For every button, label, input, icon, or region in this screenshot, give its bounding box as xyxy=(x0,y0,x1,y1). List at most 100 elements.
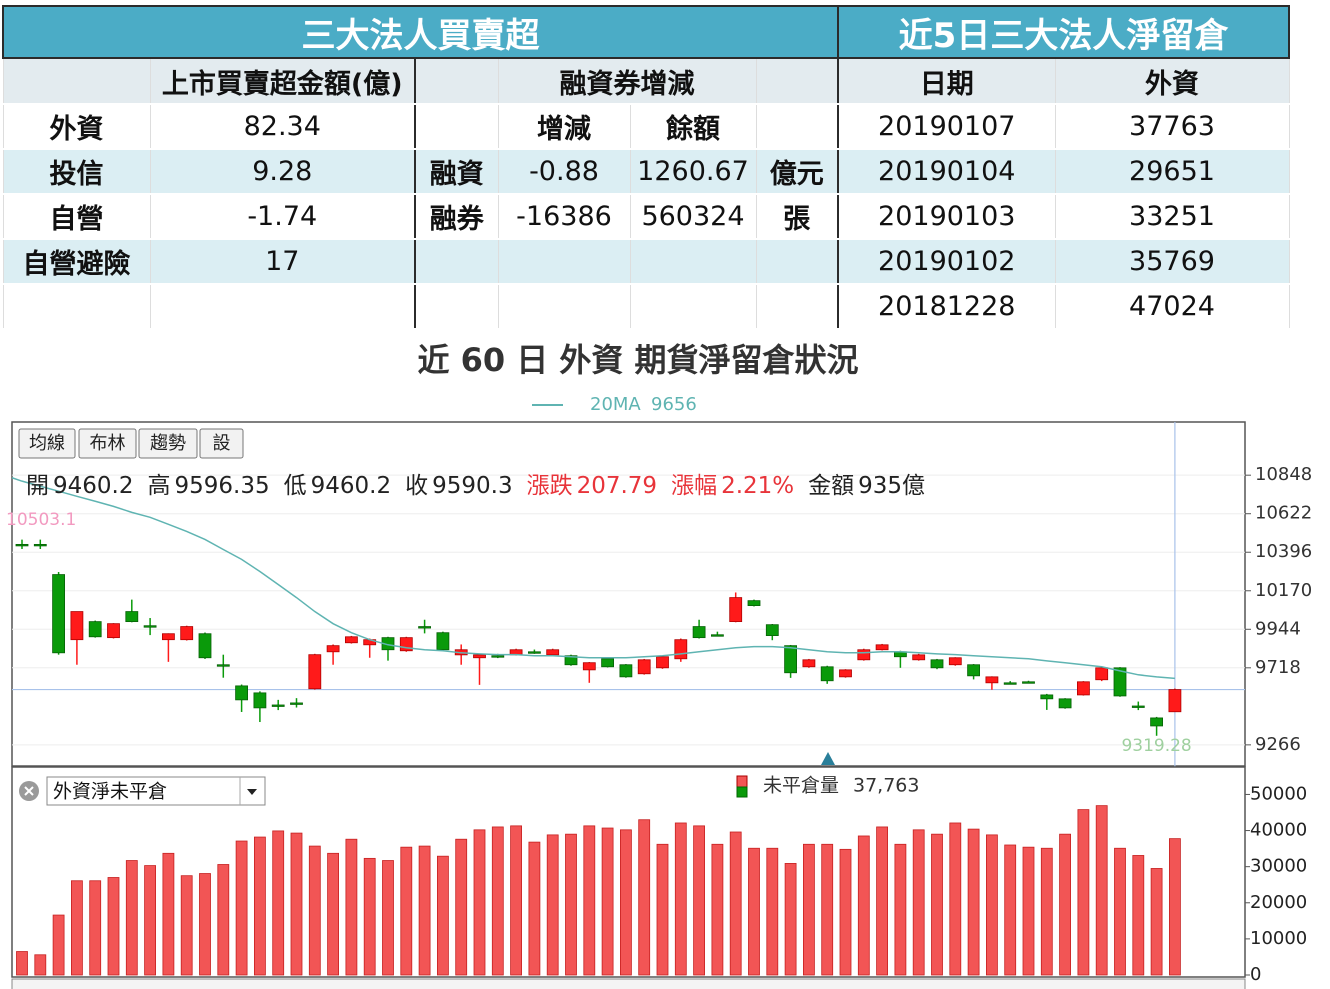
candle-body xyxy=(326,645,340,653)
candle-body xyxy=(216,664,230,667)
y-tick-label: 20000 xyxy=(1250,892,1307,913)
bar xyxy=(986,834,998,976)
unit: 張 xyxy=(755,193,839,240)
bar xyxy=(418,845,431,976)
bar xyxy=(1077,809,1090,976)
bar xyxy=(1132,855,1145,976)
y-tick-label: 10170 xyxy=(1255,580,1312,601)
info-label: 金額 xyxy=(808,473,855,499)
bar xyxy=(784,863,797,976)
candle-body xyxy=(765,624,779,636)
bar xyxy=(839,848,852,976)
bar xyxy=(674,822,687,976)
table-title: 三大法人買賣超 xyxy=(2,5,839,59)
candle-body xyxy=(601,658,614,668)
candle-body xyxy=(271,704,285,707)
ma-line xyxy=(11,477,1175,680)
cell: 20190107 xyxy=(837,103,1056,150)
cell: 82.34 xyxy=(149,103,416,150)
bar xyxy=(144,865,157,976)
bar xyxy=(473,829,486,976)
candle-body xyxy=(33,543,47,547)
tool-button[interactable] xyxy=(199,428,244,459)
candle-body xyxy=(729,597,743,623)
column-header: 融資券增減 xyxy=(497,57,757,105)
candle-body xyxy=(473,654,486,659)
row-label: 融券 xyxy=(414,193,499,240)
bar xyxy=(71,880,83,976)
tool-button[interactable] xyxy=(78,428,137,459)
candle-body xyxy=(418,626,432,629)
info-label: 開 xyxy=(26,473,49,499)
info-value: 9596.35 xyxy=(174,473,270,499)
candle-body xyxy=(747,600,761,606)
candle-body xyxy=(564,655,578,666)
y-tick-label: 50000 xyxy=(1250,783,1307,804)
cell: -1.74 xyxy=(149,193,416,240)
bar xyxy=(766,847,779,976)
bar xyxy=(363,857,376,976)
cell: 47024 xyxy=(1054,283,1290,330)
bar xyxy=(546,834,559,976)
bar xyxy=(180,875,193,976)
bar xyxy=(656,843,669,976)
cell: 37763 xyxy=(1054,103,1290,150)
tool-button[interactable] xyxy=(138,428,198,459)
selector-arrow xyxy=(247,789,257,795)
cell: 20190104 xyxy=(837,148,1056,195)
y-tick-label: 10396 xyxy=(1255,541,1312,562)
bar xyxy=(748,847,760,976)
y-tick-label: 40000 xyxy=(1250,820,1307,841)
candle-body xyxy=(839,669,852,678)
tool-button-label: 設 xyxy=(213,433,231,454)
cell: 1260.67 xyxy=(629,148,757,195)
bar xyxy=(272,830,285,976)
bar xyxy=(1004,844,1017,976)
bar xyxy=(876,826,888,976)
row-label: 融資 xyxy=(414,148,499,195)
bar xyxy=(528,841,541,976)
legend-icon-bottom xyxy=(736,786,748,798)
row-label: 外資 xyxy=(2,103,151,150)
high-annotation: 10503.1 xyxy=(6,510,76,530)
bar xyxy=(821,843,834,976)
info-label: 低 xyxy=(283,473,307,499)
bar xyxy=(857,835,870,976)
candle-body xyxy=(674,639,688,660)
candle-body xyxy=(70,611,84,641)
candle-body xyxy=(88,621,102,638)
y-tick-label: 10622 xyxy=(1255,503,1312,524)
bar xyxy=(1169,838,1181,976)
y-tick-label: 30000 xyxy=(1250,856,1307,877)
column-header: 餘額 xyxy=(629,103,757,150)
low-annotation: 9319.28 xyxy=(1121,736,1191,756)
tool-button-label: 布林 xyxy=(90,433,126,454)
selector-box[interactable] xyxy=(46,776,266,806)
plot-frame xyxy=(11,421,1246,767)
bar xyxy=(601,827,614,976)
y-tick-label: 0 xyxy=(1250,964,1261,985)
tool-button-label: 均線 xyxy=(29,433,65,454)
bar xyxy=(510,825,523,976)
info-label: 漲幅 xyxy=(671,473,718,499)
bar xyxy=(638,819,651,976)
bar xyxy=(729,831,742,976)
unit: 億元 xyxy=(755,148,839,195)
cell: 560324 xyxy=(629,193,757,240)
bar xyxy=(931,833,943,976)
y-tick-label: 9718 xyxy=(1255,657,1301,678)
bar xyxy=(107,877,120,976)
legend-value: 37,763 xyxy=(853,775,919,797)
info-value: 207.79 xyxy=(576,473,658,499)
row-label: 自營避險 xyxy=(2,238,151,285)
ohlc-info: 開 9460.2 高 9596.35 低 9460.2 收 9590.3 漲跌 207.79 漲幅 2… xyxy=(26,466,939,500)
cell: 20181228 xyxy=(837,283,1056,330)
bar xyxy=(455,838,468,976)
candle-body xyxy=(344,636,358,644)
cell: -16386 xyxy=(497,193,631,240)
tool-button[interactable] xyxy=(18,428,76,459)
info-value: 9460.2 xyxy=(53,473,134,499)
info-label: 高 xyxy=(147,473,171,499)
candle-body xyxy=(637,659,651,675)
